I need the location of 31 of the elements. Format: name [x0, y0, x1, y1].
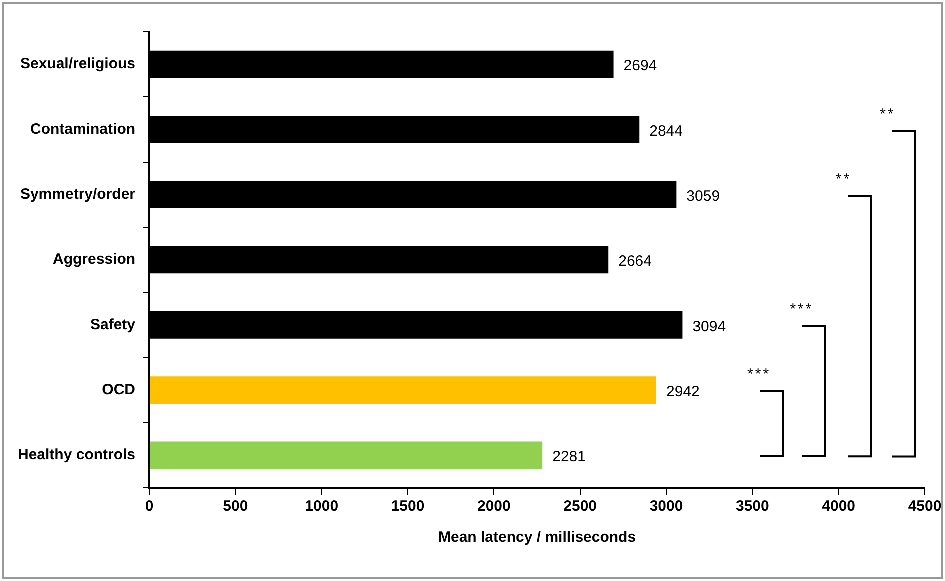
- data-label: 3059: [686, 188, 720, 205]
- y-tick-label: Sexual/religious: [20, 56, 136, 73]
- data-label: 2844: [650, 122, 683, 140]
- annotation: **: [880, 106, 896, 123]
- y-tick-label: Contamination: [30, 120, 136, 138]
- y-tick-label: OCD: [102, 381, 136, 398]
- x-tick-label: 4500: [908, 498, 942, 516]
- bar: [150, 442, 543, 470]
- x-tick-label: 500: [223, 498, 248, 516]
- x-tick-label: 1500: [391, 498, 425, 516]
- data-label: 2281: [552, 448, 586, 466]
- annotation: **: [836, 170, 852, 188]
- bar: [150, 376, 657, 404]
- y-tick-label: Aggression: [53, 251, 136, 268]
- y-tick-label: Healthy controls: [18, 446, 136, 464]
- x-tick-label: 2500: [564, 498, 598, 516]
- x-tick-label: 3000: [650, 498, 684, 516]
- x-tick-label: 1000: [305, 498, 339, 516]
- annotation: ***: [748, 366, 772, 384]
- x-tick-label: 2000: [477, 498, 511, 516]
- annotation: ***: [790, 301, 814, 318]
- x-tick-label: 3500: [736, 498, 770, 516]
- y-tick-label: Symmetry/order: [20, 186, 136, 203]
- x-tick-label: 0: [145, 498, 154, 516]
- y-tick-label: Safety: [90, 316, 136, 334]
- data-label: 2664: [618, 253, 652, 270]
- data-label: 3094: [692, 318, 726, 336]
- data-label: 2942: [666, 383, 700, 400]
- x-tick-label: 4000: [822, 498, 856, 516]
- data-label: 2694: [624, 58, 658, 75]
- x-axis-title: Mean latency / milliseconds: [438, 529, 636, 546]
